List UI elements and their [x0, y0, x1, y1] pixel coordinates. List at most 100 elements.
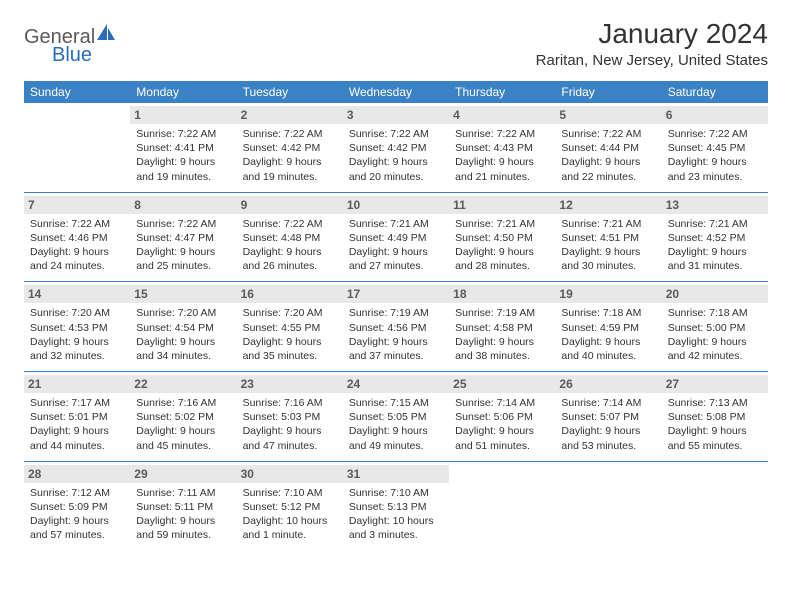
sunrise-text: Sunrise: 7:22 AM — [349, 127, 443, 141]
daylight-text: Daylight: 9 hours and 27 minutes. — [349, 245, 443, 273]
day-cell: 16 Sunrise: 7:20 AMSunset: 4:55 PMDayligh… — [237, 282, 343, 371]
day-cell — [662, 462, 768, 551]
sunset-text: Sunset: 4:53 PM — [30, 321, 124, 335]
sunset-text: Sunset: 4:58 PM — [455, 321, 549, 335]
sunset-text: Sunset: 4:42 PM — [349, 141, 443, 155]
day-number: 6 — [662, 106, 768, 124]
sunrise-text: Sunrise: 7:21 AM — [561, 217, 655, 231]
sunrise-text: Sunrise: 7:12 AM — [30, 486, 124, 500]
sunset-text: Sunset: 5:07 PM — [561, 410, 655, 424]
day-number: 10 — [343, 196, 449, 214]
sunrise-text: Sunrise: 7:14 AM — [455, 396, 549, 410]
day-cell: 19 Sunrise: 7:18 AMSunset: 4:59 PMDayligh… — [555, 282, 661, 371]
sunset-text: Sunset: 5:01 PM — [30, 410, 124, 424]
sunset-text: Sunset: 5:11 PM — [136, 500, 230, 514]
day-cell: 9 Sunrise: 7:22 AMSunset: 4:48 PMDaylight… — [237, 193, 343, 282]
day-cell: 2Sunrise: 7:22 AMSunset: 4:42 PMDaylight… — [237, 103, 343, 192]
location-text: Raritan, New Jersey, United States — [536, 52, 768, 69]
day-number: 16 — [237, 285, 343, 303]
sunset-text: Sunset: 4:48 PM — [243, 231, 337, 245]
logo: General Blue — [24, 18, 115, 65]
week-row: 28 Sunrise: 7:12 AMSunset: 5:09 PMDayligh… — [24, 462, 768, 551]
day-info: Sunrise: 7:22 AMSunset: 4:41 PMDaylight:… — [136, 127, 230, 184]
day-cell: 14Sunrise: 7:20 AMSunset: 4:53 PMDayligh… — [24, 282, 130, 371]
daylight-text: Daylight: 9 hours and 49 minutes. — [349, 424, 443, 452]
sunrise-text: Sunrise: 7:22 AM — [455, 127, 549, 141]
day-info: Sunrise: 7:12 AMSunset: 5:09 PMDaylight:… — [30, 486, 124, 543]
daylight-text: Daylight: 9 hours and 55 minutes. — [668, 424, 762, 452]
sunset-text: Sunset: 4:44 PM — [561, 141, 655, 155]
day-info: Sunrise: 7:15 AMSunset: 5:05 PMDaylight:… — [349, 396, 443, 453]
day-number: 26 — [555, 375, 661, 393]
day-number: 13 — [662, 196, 768, 214]
daylight-text: Daylight: 9 hours and 24 minutes. — [30, 245, 124, 273]
sunset-text: Sunset: 4:51 PM — [561, 231, 655, 245]
sunrise-text: Sunrise: 7:13 AM — [668, 396, 762, 410]
sunrise-text: Sunrise: 7:10 AM — [243, 486, 337, 500]
day-number: 20 — [662, 285, 768, 303]
sunrise-text: Sunrise: 7:20 AM — [30, 306, 124, 320]
day-info: Sunrise: 7:18 AMSunset: 4:59 PMDaylight:… — [561, 306, 655, 363]
day-number: 18 — [449, 285, 555, 303]
weekday-tuesday: Tuesday — [237, 81, 343, 103]
day-info: Sunrise: 7:16 AMSunset: 5:03 PMDaylight:… — [243, 396, 337, 453]
daylight-text: Daylight: 9 hours and 57 minutes. — [30, 514, 124, 542]
logo-sail-icon — [97, 24, 115, 45]
sunset-text: Sunset: 4:55 PM — [243, 321, 337, 335]
sunrise-text: Sunrise: 7:20 AM — [136, 306, 230, 320]
daylight-text: Daylight: 9 hours and 25 minutes. — [136, 245, 230, 273]
sunset-text: Sunset: 4:59 PM — [561, 321, 655, 335]
sunset-text: Sunset: 4:46 PM — [30, 231, 124, 245]
day-cell: 10Sunrise: 7:21 AMSunset: 4:49 PMDayligh… — [343, 193, 449, 282]
day-cell: 7Sunrise: 7:22 AMSunset: 4:46 PMDaylight… — [24, 193, 130, 282]
sunrise-text: Sunrise: 7:14 AM — [561, 396, 655, 410]
sunset-text: Sunset: 4:45 PM — [668, 141, 762, 155]
day-info: Sunrise: 7:18 AMSunset: 5:00 PMDaylight:… — [668, 306, 762, 363]
day-number: 24 — [343, 375, 449, 393]
day-info: Sunrise: 7:21 AMSunset: 4:52 PMDaylight:… — [668, 217, 762, 274]
day-info: Sunrise: 7:20 AMSunset: 4:55 PMDaylight:… — [243, 306, 337, 363]
day-number: 28 — [24, 465, 130, 483]
day-number: 9 — [237, 196, 343, 214]
weekday-header-row: Sunday Monday Tuesday Wednesday Thursday… — [24, 81, 768, 103]
day-number: 25 — [449, 375, 555, 393]
day-number: 12 — [555, 196, 661, 214]
day-cell: 28 Sunrise: 7:12 AMSunset: 5:09 PMDayligh… — [24, 462, 130, 551]
day-info: Sunrise: 7:17 AMSunset: 5:01 PMDaylight:… — [30, 396, 124, 453]
title-block: January 2024 Raritan, New Jersey, United… — [536, 18, 768, 77]
weekday-friday: Friday — [555, 81, 661, 103]
day-number: 21 — [24, 375, 130, 393]
day-number: 4 — [449, 106, 555, 124]
weeks-container: 1Sunrise: 7:22 AMSunset: 4:41 PMDaylight… — [24, 103, 768, 550]
day-cell: 17Sunrise: 7:19 AMSunset: 4:56 PMDayligh… — [343, 282, 449, 371]
sunrise-text: Sunrise: 7:21 AM — [668, 217, 762, 231]
sunset-text: Sunset: 5:13 PM — [349, 500, 443, 514]
day-cell: 23Sunrise: 7:16 AMSunset: 5:03 PMDayligh… — [237, 372, 343, 461]
day-cell: 18 Sunrise: 7:19 AMSunset: 4:58 PMDayligh… — [449, 282, 555, 371]
day-info: Sunrise: 7:13 AMSunset: 5:08 PMDaylight:… — [668, 396, 762, 453]
weekday-thursday: Thursday — [449, 81, 555, 103]
daylight-text: Daylight: 9 hours and 19 minutes. — [243, 155, 337, 183]
day-number: 19 — [555, 285, 661, 303]
day-cell: 13 Sunrise: 7:21 AMSunset: 4:52 PMDayligh… — [662, 193, 768, 282]
daylight-text: Daylight: 9 hours and 44 minutes. — [30, 424, 124, 452]
day-number: 11 — [449, 196, 555, 214]
day-number: 2 — [237, 106, 343, 124]
daylight-text: Daylight: 9 hours and 42 minutes. — [668, 335, 762, 363]
daylight-text: Daylight: 9 hours and 22 minutes. — [561, 155, 655, 183]
sunset-text: Sunset: 4:56 PM — [349, 321, 443, 335]
day-info: Sunrise: 7:22 AMSunset: 4:46 PMDaylight:… — [30, 217, 124, 274]
daylight-text: Daylight: 9 hours and 51 minutes. — [455, 424, 549, 452]
day-number: 17 — [343, 285, 449, 303]
sunset-text: Sunset: 4:41 PM — [136, 141, 230, 155]
sunset-text: Sunset: 5:09 PM — [30, 500, 124, 514]
day-info: Sunrise: 7:16 AMSunset: 5:02 PMDaylight:… — [136, 396, 230, 453]
sunset-text: Sunset: 4:50 PM — [455, 231, 549, 245]
week-row: 21 Sunrise: 7:17 AMSunset: 5:01 PMDayligh… — [24, 372, 768, 462]
day-info: Sunrise: 7:10 AMSunset: 5:12 PMDaylight:… — [243, 486, 337, 543]
day-info: Sunrise: 7:19 AMSunset: 4:58 PMDaylight:… — [455, 306, 549, 363]
day-info: Sunrise: 7:22 AMSunset: 4:48 PMDaylight:… — [243, 217, 337, 274]
day-cell: 15Sunrise: 7:20 AMSunset: 4:54 PMDayligh… — [130, 282, 236, 371]
day-number: 27 — [662, 375, 768, 393]
day-info: Sunrise: 7:20 AMSunset: 4:54 PMDaylight:… — [136, 306, 230, 363]
